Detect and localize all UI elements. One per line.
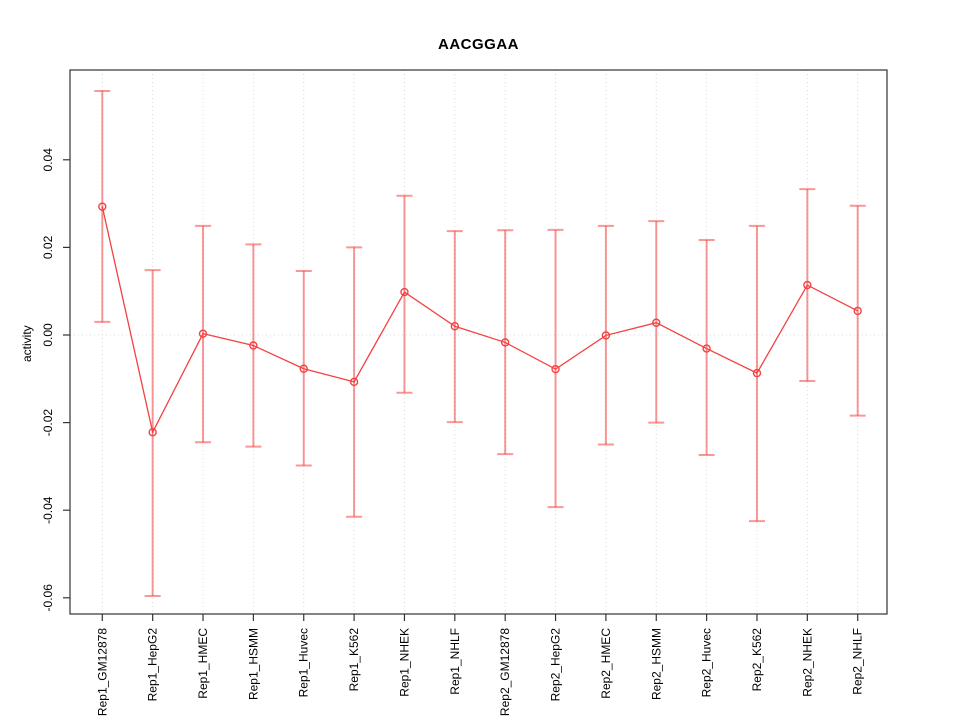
x-tick-label: Rep1_GM12878 [95,628,109,716]
y-tick-label: 0.00 [41,323,55,347]
data-point [500,338,510,347]
y-tick-label: -0.02 [41,409,55,437]
series-line [101,206,858,435]
data-point [752,368,762,378]
data-point [803,280,812,290]
x-tick-label: Rep1_HMEC [196,628,210,699]
x-tick-label: Rep2_GM12878 [498,628,512,716]
x-tick-label: Rep1_K562 [347,628,361,692]
x-tick-label: Rep2_HMEC [599,628,613,699]
x-tick-label: Rep2_NHLF [851,628,865,695]
x-tick-label: Rep2_NHEK [800,628,814,697]
data-point [400,287,409,297]
y-tick-label: -0.04 [41,496,55,524]
data-point [249,341,258,350]
data-point [299,364,308,373]
y-tick-label: -0.06 [41,584,55,612]
x-tick-label: Rep1_HepG2 [146,628,160,702]
y-tick-label: 0.02 [41,235,55,259]
plot-box [69,69,888,615]
error-bar [396,194,413,394]
data-point [148,428,157,437]
error-bar [698,238,715,457]
data-point [551,364,560,374]
data-point [702,344,711,353]
x-tick-label: Rep1_Huvec [297,628,311,697]
y-tick-label: 0.04 [41,148,55,172]
data-point [853,306,862,316]
x-tick-label: Rep1_HSMM [246,628,260,700]
x-tick-label: Rep1_NHLF [448,628,462,695]
data-point [652,318,661,327]
data-point [198,329,208,338]
x-tick-label: Rep2_HSMM [649,628,663,700]
data-point [98,202,107,211]
chart-title: AACGGAA [438,36,519,53]
x-tick-label: Rep2_K562 [750,628,764,692]
data-point [601,331,611,340]
x-tick-label: Rep2_Huvec [700,628,714,697]
x-tick-label: Rep1_NHEK [397,628,411,697]
data-point [349,377,359,387]
x-tick-label: Rep2_HepG2 [549,628,563,702]
error-bar [648,220,665,424]
error-bar [94,90,111,323]
data-point [450,322,460,331]
